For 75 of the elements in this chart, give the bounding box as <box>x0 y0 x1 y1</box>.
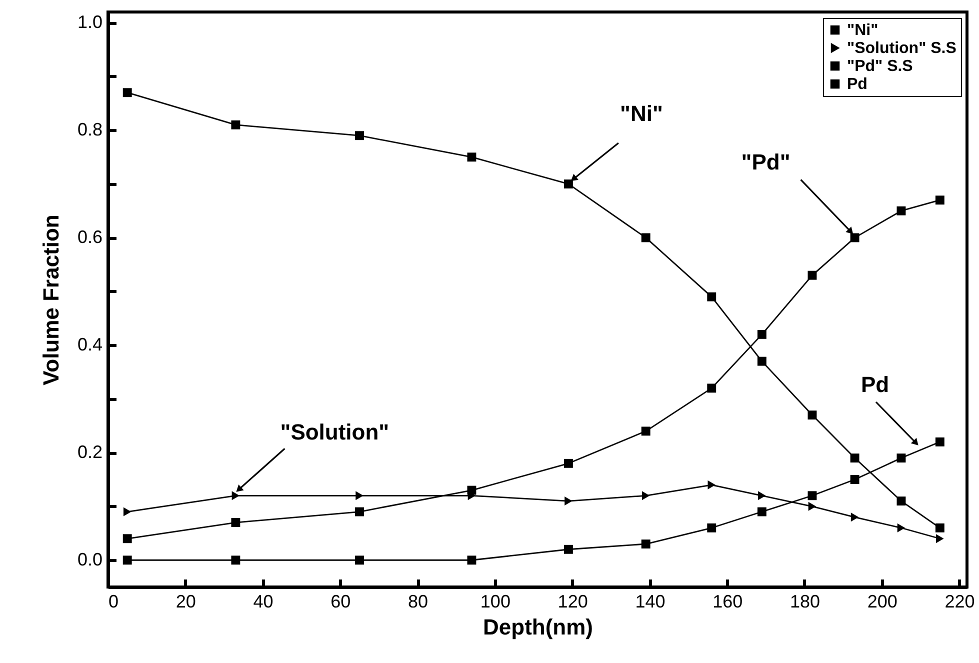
point <box>231 120 240 130</box>
point <box>936 534 944 544</box>
point <box>564 179 573 188</box>
annotation: "Pd" <box>741 150 790 175</box>
legend-label: "Ni" <box>847 22 878 39</box>
x-tick-label: 180 <box>790 592 820 612</box>
point <box>564 458 573 468</box>
x-tick-label: 100 <box>480 592 510 612</box>
point <box>231 556 240 565</box>
point <box>896 454 906 462</box>
point <box>708 480 716 490</box>
annotation: "Solution" <box>280 420 390 445</box>
legend-label: "Pd" S.S <box>847 58 914 75</box>
point <box>897 523 906 532</box>
point <box>808 502 816 511</box>
legend-label: Pd <box>847 76 868 93</box>
annotation: "Ni" <box>620 100 663 126</box>
x-axis-title: Depth(nm) <box>483 614 593 640</box>
point <box>122 88 132 98</box>
x-tick-label: 60 <box>330 592 351 612</box>
y-tick-label: 0.4 <box>77 334 102 355</box>
y-tick-label: 0.6 <box>77 227 102 248</box>
point <box>757 330 766 339</box>
x-tick-label: 0 <box>108 592 119 612</box>
x-tick-label: 120 <box>558 592 588 612</box>
point <box>758 491 766 500</box>
y-tick-label: 0.0 <box>77 550 102 570</box>
point <box>641 540 650 548</box>
y-axis-title: Volume Fraction <box>38 214 64 386</box>
point <box>935 437 944 446</box>
point <box>935 523 944 532</box>
point <box>896 496 906 506</box>
y-tick-label: 0.2 <box>77 442 102 462</box>
point <box>850 233 860 242</box>
point <box>808 410 817 420</box>
legend-label: "Solution" S.S <box>847 40 957 57</box>
point <box>122 556 132 565</box>
point <box>232 491 240 500</box>
point <box>467 486 476 495</box>
point <box>850 512 859 522</box>
point <box>707 384 716 393</box>
point <box>356 491 364 500</box>
y-tick-label: 1.0 <box>77 12 102 32</box>
x-tick-label: 200 <box>867 592 898 612</box>
x-tick-label: 220 <box>944 592 975 612</box>
point <box>467 556 476 565</box>
x-tick-label: 80 <box>408 592 428 612</box>
point <box>641 233 650 242</box>
x-tick-label: 140 <box>635 592 666 612</box>
point <box>355 131 364 140</box>
point <box>467 152 476 162</box>
point <box>757 356 766 366</box>
point <box>355 507 364 516</box>
annotation: Pd <box>860 372 890 397</box>
point <box>808 270 817 280</box>
point <box>850 475 860 484</box>
point <box>707 292 716 302</box>
point <box>808 491 817 500</box>
x-tick-label: 20 <box>176 592 196 612</box>
point <box>231 518 240 527</box>
y-tick-label: 0.8 <box>77 120 102 140</box>
point <box>850 454 860 462</box>
point <box>642 491 650 500</box>
point <box>641 426 650 436</box>
point <box>564 544 573 554</box>
point <box>757 507 766 516</box>
point <box>355 556 364 565</box>
point <box>564 496 572 506</box>
point <box>123 507 132 516</box>
x-tick-label: 40 <box>253 592 274 612</box>
point <box>896 206 906 216</box>
point <box>707 523 716 532</box>
point <box>935 196 944 205</box>
point <box>122 534 132 544</box>
x-tick-label: 160 <box>712 592 743 612</box>
